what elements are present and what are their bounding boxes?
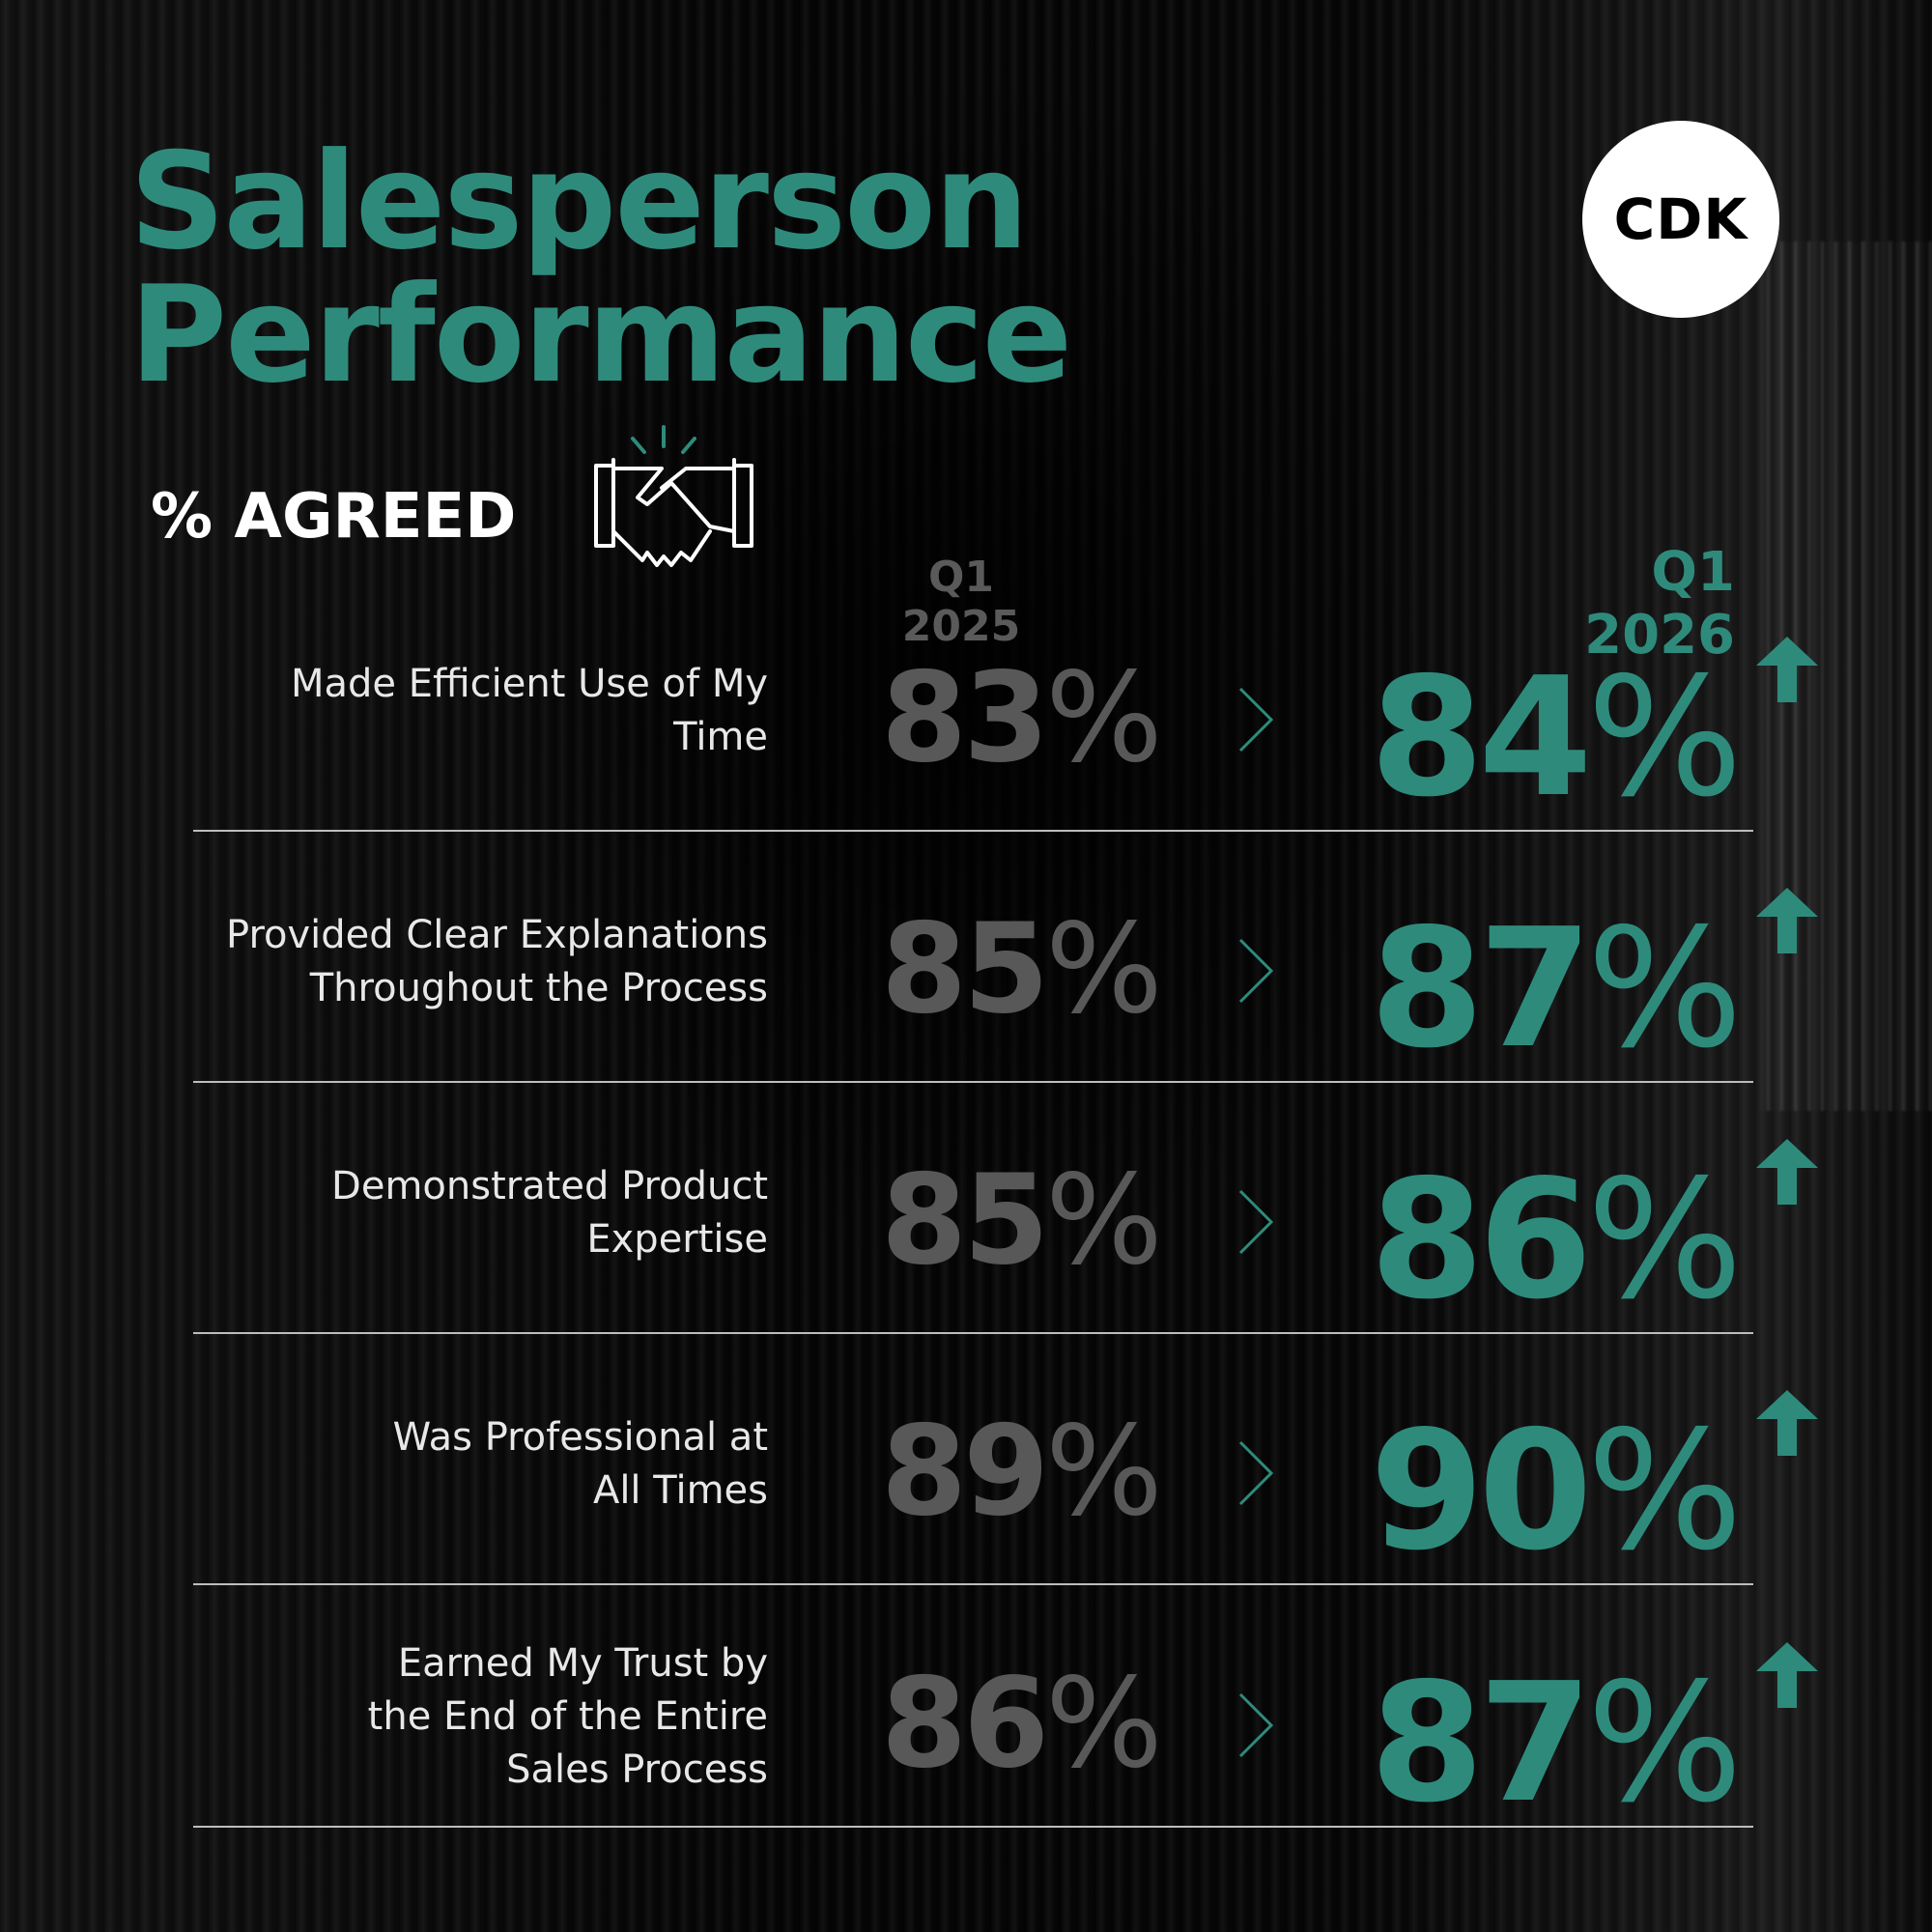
arrow-up-icon: [1756, 1390, 1818, 1456]
arrow-up-icon: [1756, 637, 1818, 702]
percent-sign: %: [1586, 1145, 1744, 1336]
previous-number: 83: [881, 646, 1049, 790]
previous-number: 85: [881, 897, 1049, 1041]
column-header-previous: Q1 2025: [901, 553, 1021, 651]
metric-label-line: the End of the Entire: [367, 1693, 768, 1739]
current-value: 86%: [1370, 1149, 1743, 1332]
previous-number: 89: [881, 1400, 1049, 1544]
current-value: 87%: [1370, 1652, 1743, 1835]
metric-row: Demonstrated Product Expertise 85% 86%: [0, 1083, 1932, 1334]
previous-value: 89%: [881, 1400, 1163, 1545]
previous-value: 85%: [881, 1149, 1163, 1293]
current-value: 84%: [1370, 646, 1743, 830]
percent-sign: %: [1045, 897, 1163, 1041]
metric-label-line: Throughout the Process: [309, 966, 768, 1010]
metric-label-line: Earned My Trust by: [397, 1640, 768, 1686]
metric-label-line: Was Professional at: [392, 1415, 768, 1460]
previous-value: 86%: [881, 1652, 1163, 1797]
percent-sign: %: [1045, 1652, 1163, 1796]
page-title: Salesperson Performance: [129, 124, 1072, 412]
title-line-2: Performance: [129, 257, 1072, 412]
metric-row: Provided Clear Explanations Throughout th…: [0, 832, 1932, 1083]
row-divider: [193, 1332, 1753, 1334]
current-value: 87%: [1370, 897, 1743, 1081]
previous-value: 83%: [881, 646, 1163, 791]
percent-sign: %: [1586, 1396, 1744, 1587]
current-number: 87: [1370, 1648, 1593, 1839]
logo-text: CDK: [1613, 186, 1748, 252]
previous-value: 85%: [881, 897, 1163, 1042]
metric-label: Made Efficient Use of My Time: [150, 581, 768, 841]
current-number: 87: [1370, 894, 1593, 1085]
metric-label-line: Sales Process: [506, 1747, 768, 1792]
current-number: 84: [1370, 642, 1593, 834]
row-divider: [193, 830, 1753, 832]
current-value: 90%: [1370, 1400, 1743, 1583]
arrow-up-icon: [1756, 1139, 1818, 1205]
percent-sign: %: [1586, 642, 1744, 834]
arrow-up-icon: [1756, 888, 1818, 953]
chevron-right-icon: [1238, 687, 1274, 753]
handshake-icon: [594, 425, 753, 567]
current-number: 90: [1370, 1396, 1593, 1587]
metric-label-line: Made Efficient Use of My: [290, 662, 768, 706]
column-header-current: Q1 2026: [1584, 541, 1735, 667]
percent-sign: %: [1045, 1149, 1163, 1293]
previous-number: 85: [881, 1149, 1049, 1293]
metric-label: Earned My Trust by the End of the Entire S…: [150, 1586, 768, 1847]
metric-label: Demonstrated Product Expertise: [150, 1083, 768, 1344]
percent-sign: %: [1045, 646, 1163, 790]
metric-label: Was Professional at All Times: [150, 1334, 768, 1595]
percent-sign: %: [1586, 894, 1744, 1085]
metric-label-line: All Times: [592, 1468, 768, 1513]
row-divider: [193, 1583, 1753, 1585]
metric-label-line: Provided Clear Explanations: [226, 913, 768, 957]
row-divider: [193, 1081, 1753, 1083]
chevron-right-icon: [1238, 1189, 1274, 1255]
previous-number: 86: [881, 1652, 1049, 1796]
metric-label-line: Expertise: [586, 1217, 768, 1262]
percent-sign: %: [1586, 1648, 1744, 1839]
title-line-1: Salesperson: [129, 124, 1029, 279]
chevron-right-icon: [1238, 1692, 1274, 1758]
arrow-up-icon: [1756, 1642, 1818, 1708]
metric-label: Provided Clear Explanations Throughout th…: [150, 832, 768, 1093]
metric-label-line: Time: [673, 715, 768, 759]
subtitle: % AGREED: [151, 481, 517, 553]
metric-row: Made Efficient Use of My Time 83% 84%: [0, 581, 1932, 832]
metric-row: Earned My Trust by the End of the Entire S…: [0, 1586, 1932, 1835]
cdk-logo: CDK: [1582, 121, 1779, 318]
metric-label-line: Demonstrated Product: [331, 1164, 768, 1208]
percent-sign: %: [1045, 1400, 1163, 1544]
chevron-right-icon: [1238, 938, 1274, 1004]
row-divider: [193, 1826, 1753, 1828]
current-number: 86: [1370, 1145, 1593, 1336]
chevron-right-icon: [1238, 1440, 1274, 1506]
metric-row: Was Professional at All Times 89% 90%: [0, 1334, 1932, 1585]
